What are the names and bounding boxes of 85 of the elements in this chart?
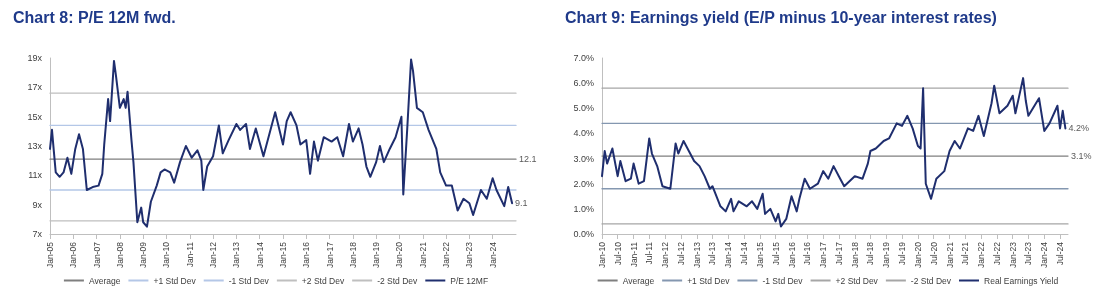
y-tick-label: 5.0% [573, 103, 594, 114]
x-tick-label: Jul-13 [707, 241, 718, 266]
x-tick-label: Jul-24 [1055, 241, 1066, 266]
legend-label: P/E 12MF [450, 275, 489, 286]
x-tick-label: Jan-21 [417, 241, 428, 268]
y-tick-label: 7.0% [573, 53, 594, 63]
x-tick-label: Jan-15 [754, 241, 765, 268]
x-tick-label: Jul-12 [675, 241, 686, 266]
x-tick-label: Jul-23 [1023, 241, 1034, 266]
legend-label: +1 Std Dev [153, 275, 197, 286]
x-tick-label: Jan-13 [231, 241, 242, 268]
x-tick-label: Jan-12 [208, 241, 219, 268]
x-tick-label: Jan-18 [347, 241, 358, 268]
legend-label: +2 Std Dev [301, 275, 345, 286]
x-tick-label: Jul-17 [833, 241, 844, 266]
y-tick-label: 9x [32, 199, 43, 210]
annotation: 4.2% [1068, 123, 1089, 134]
x-tick-label: Jan-15 [277, 241, 288, 268]
legend-label: Average [88, 275, 121, 286]
x-tick-label: Jan-17 [818, 241, 829, 268]
x-tick-label: Jul-19 [897, 241, 907, 266]
y-tick-label: 1.0% [573, 203, 594, 214]
x-tick-label: Jul-16 [802, 241, 813, 266]
x-tick-label: Jan-18 [849, 241, 860, 268]
y-tick-label: 17x [27, 82, 43, 93]
x-tick-label: Jan-21 [944, 241, 955, 268]
x-tick-label: Jul-21 [960, 241, 971, 266]
x-tick-label: Jan-23 [1007, 241, 1018, 268]
legend-label: -1 Std Dev [762, 275, 804, 286]
x-tick-label: Jan-23 [464, 241, 475, 268]
x-tick-label: Jan-16 [301, 241, 312, 268]
annotation: 12.1 [519, 154, 537, 165]
legend-label: +1 Std Dev [687, 275, 731, 286]
x-tick-label: Jan-19 [881, 241, 892, 268]
line-series [49, 58, 514, 228]
x-tick-label: Jan-06 [68, 241, 79, 268]
x-tick-label: Jan-05 [45, 241, 55, 268]
x-tick-label: Jul-11 [644, 241, 655, 265]
y-tick-label: 15x [27, 111, 43, 122]
legend-label: Real Earnings Yield [984, 275, 1059, 286]
x-tick-label: Jan-24 [487, 241, 498, 268]
x-tick-label: Jan-07 [91, 241, 102, 268]
x-tick-label: Jan-14 [723, 241, 734, 268]
y-tick-label: 19x [27, 53, 43, 63]
legend-label: -2 Std Dev [910, 275, 952, 286]
x-tick-label: Jan-12 [660, 241, 671, 268]
chart-title: Chart 8: P/E 12M fwd. [13, 8, 176, 26]
x-tick-label: Jan-20 [394, 241, 405, 268]
x-tick-label: Jan-09 [138, 241, 149, 268]
x-tick-label: Jan-17 [324, 241, 335, 268]
x-tick-label: Jan-13 [691, 241, 702, 268]
y-tick-label: 4.0% [573, 128, 594, 139]
x-tick-label: Jul-18 [865, 241, 876, 266]
x-tick-label: Jul-14 [739, 241, 750, 266]
y-tick-label: 0.0% [573, 229, 594, 239]
x-tick-label: Jan-24 [1039, 241, 1050, 268]
x-tick-label: Jan-10 [597, 241, 607, 268]
line-series [601, 77, 1067, 228]
x-tick-label: Jan-10 [161, 241, 172, 268]
y-tick-label: 2.0% [573, 178, 594, 189]
legend-label: -2 Std Dev [377, 275, 419, 286]
x-tick-label: Jul-15 [770, 241, 781, 266]
x-tick-label: Jul-20 [928, 241, 939, 266]
x-tick-label: Jan-16 [786, 241, 797, 268]
x-tick-label: Jan-19 [371, 241, 382, 268]
x-tick-label: Jan-14 [254, 241, 265, 268]
x-tick-label: Jan-22 [976, 241, 987, 268]
y-tick-label: 11x [28, 170, 43, 181]
y-tick-label: 7x [32, 229, 43, 239]
x-tick-label: Jan-08 [114, 241, 125, 268]
x-tick-label: Jan-11 [184, 241, 195, 268]
legend-label: -1 Std Dev [228, 275, 270, 286]
x-tick-label: Jan-20 [912, 241, 923, 268]
x-tick-label: Jul-22 [991, 241, 1002, 266]
annotation: 9.1 [515, 198, 528, 209]
y-tick-label: 6.0% [573, 78, 594, 89]
x-tick-label: Jan-11 [628, 241, 639, 268]
legend-label: +2 Std Dev [835, 275, 879, 286]
x-tick-label: Jul-10 [612, 241, 623, 266]
y-tick-label: 13x [27, 141, 43, 151]
legend-label: Average [622, 275, 655, 286]
y-tick-label: 3.0% [573, 153, 594, 164]
x-tick-label: Jan-22 [441, 241, 452, 268]
annotation: 3.1% [1071, 151, 1092, 162]
chart-title: Chart 9: Earnings yield (E/P minus 10-year interest rates) [565, 8, 997, 26]
